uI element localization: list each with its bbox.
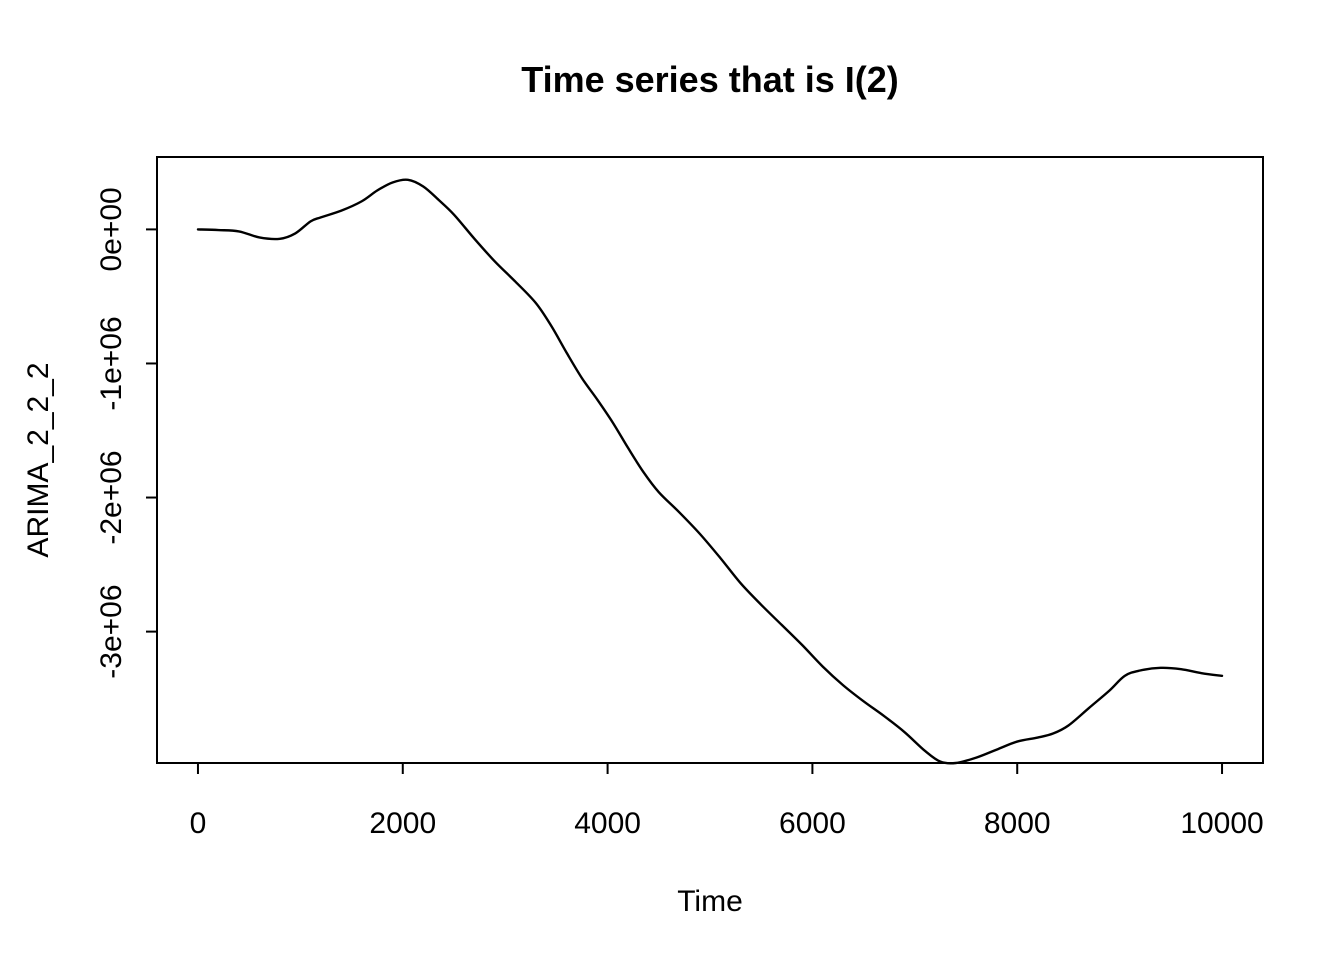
y-tick-label: -3e+06 bbox=[95, 584, 128, 678]
x-tick-label: 2000 bbox=[369, 807, 436, 840]
plot-frame bbox=[156, 156, 1264, 764]
chart-title: Time series that is I(2) bbox=[521, 59, 899, 100]
x-axis-label: Time bbox=[677, 885, 743, 918]
y-tick-label: -2e+06 bbox=[95, 450, 128, 544]
x-axis: 0 2000 4000 6000 8000 10000 bbox=[190, 763, 1264, 840]
x-tick-label: 6000 bbox=[779, 807, 846, 840]
y-axis-label: ARIMA_2_2_2 bbox=[22, 362, 55, 557]
x-tick-label: 8000 bbox=[984, 807, 1051, 840]
x-tick-label: 10000 bbox=[1180, 807, 1263, 840]
y-tick-label: 0e+00 bbox=[95, 187, 128, 271]
y-axis: 0e+00 -1e+06 -2e+06 -3e+06 bbox=[95, 187, 157, 679]
x-tick-label: 0 bbox=[190, 807, 207, 840]
series-line bbox=[196, 178, 1224, 765]
y-tick-label: -1e+06 bbox=[95, 316, 128, 410]
x-tick-label: 4000 bbox=[574, 807, 641, 840]
